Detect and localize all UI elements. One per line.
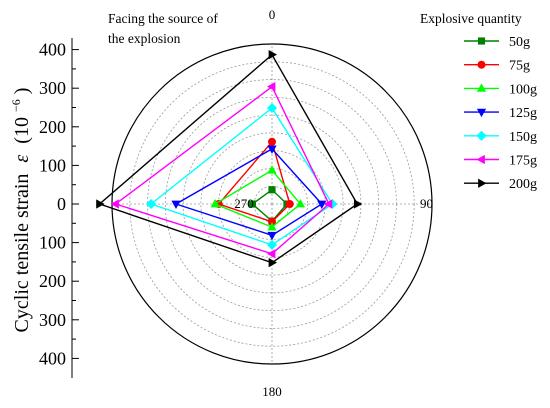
legend-label: 100g xyxy=(509,82,537,97)
data-point xyxy=(476,130,487,141)
data-point xyxy=(267,145,277,154)
angle-label-180: 180 xyxy=(262,384,282,399)
y-axis-title: Cyclic tensile strain ε (10 −6 ) xyxy=(3,88,33,333)
y-axis-title-close: ) xyxy=(11,88,33,95)
series-200g xyxy=(96,50,363,268)
legend-label: 50g xyxy=(509,35,530,50)
data-point xyxy=(266,102,278,114)
legend-label: 150g xyxy=(509,130,537,145)
data-point xyxy=(96,199,105,209)
data-point xyxy=(268,258,278,268)
y-tick-label: 400 xyxy=(39,348,66,368)
y-tick-label: 100 xyxy=(39,233,66,253)
y-tick-label: 200 xyxy=(39,271,66,291)
legend-title: Explosive quantity xyxy=(420,11,522,26)
legend-item: 150g xyxy=(464,130,537,145)
data-point xyxy=(317,200,327,210)
annotation-line-2: the explosion xyxy=(108,31,181,46)
data-point xyxy=(477,37,486,45)
data-point xyxy=(267,222,277,231)
data-point xyxy=(476,108,487,118)
axis-ticks: 400 300 200 100 0 100 200 300 400 xyxy=(39,40,79,368)
legend-label: 125g xyxy=(509,106,537,121)
grid-layer xyxy=(111,43,433,365)
data-point xyxy=(477,60,486,69)
legend-label: 75g xyxy=(509,59,530,74)
data-point xyxy=(210,198,220,208)
data-point xyxy=(248,200,257,208)
data-point xyxy=(295,198,306,208)
data-point xyxy=(353,199,363,209)
data-point xyxy=(476,83,487,92)
svg-text:Cyclic tensile strain: Cyclic tensile strain ε (10 −6 ) xyxy=(3,88,33,333)
y-axis-title-unit: (10 xyxy=(11,117,33,144)
data-point xyxy=(268,50,278,60)
y-axis-title-symbol: ε xyxy=(11,155,33,163)
series-175g xyxy=(110,82,333,259)
grid-ring xyxy=(164,96,380,312)
data-point xyxy=(110,199,119,209)
series-layer xyxy=(96,50,363,268)
angle-label-90: 90 xyxy=(420,196,433,211)
y-axis-title-text: Cyclic tensile strain xyxy=(11,174,33,333)
grid-ring xyxy=(200,132,344,276)
legend-item: 175g xyxy=(464,154,537,169)
y-tick-label: 300 xyxy=(39,78,66,98)
data-point xyxy=(267,231,277,241)
y-tick-label: 400 xyxy=(39,40,66,60)
legend-label: 200g xyxy=(509,177,537,192)
data-point xyxy=(268,137,276,146)
grid-ring xyxy=(129,61,415,347)
legend-label: 175g xyxy=(509,154,537,169)
angle-label-270: 270 xyxy=(234,196,254,211)
data-point xyxy=(266,249,276,259)
y-tick-label: 0 xyxy=(57,194,66,214)
data-point xyxy=(268,186,276,194)
legend-item: 200g xyxy=(464,177,537,192)
series-line xyxy=(98,53,359,264)
data-point xyxy=(327,198,338,210)
series-125g xyxy=(171,145,327,241)
series-100g xyxy=(210,165,306,231)
annotation-line-1: Facing the source of xyxy=(108,11,218,26)
grid-ring xyxy=(236,168,308,240)
series-150g xyxy=(146,102,338,250)
legend-item: 125g xyxy=(464,106,537,121)
y-tick-label: 100 xyxy=(39,155,66,175)
data-point xyxy=(476,154,485,165)
angle-label-0: 0 xyxy=(269,7,276,22)
legend-item: 50g xyxy=(464,35,530,50)
data-point xyxy=(266,239,278,250)
data-point xyxy=(478,178,487,188)
y-tick-label: 300 xyxy=(39,310,66,330)
series-line xyxy=(174,148,323,237)
data-point xyxy=(171,200,181,210)
y-tick-label: 200 xyxy=(39,117,66,137)
legend-item: 75g xyxy=(464,59,530,74)
data-point xyxy=(146,198,157,210)
data-point xyxy=(268,217,276,226)
data-point xyxy=(323,199,333,209)
legend: Explosive quantity 50g 75g 100g 125g 150g 175… xyxy=(420,11,537,192)
data-point xyxy=(285,200,294,208)
data-point xyxy=(266,82,276,92)
y-axis-title-exponent: −6 xyxy=(9,99,23,112)
legend-item: 100g xyxy=(464,82,537,97)
data-point xyxy=(267,165,277,174)
